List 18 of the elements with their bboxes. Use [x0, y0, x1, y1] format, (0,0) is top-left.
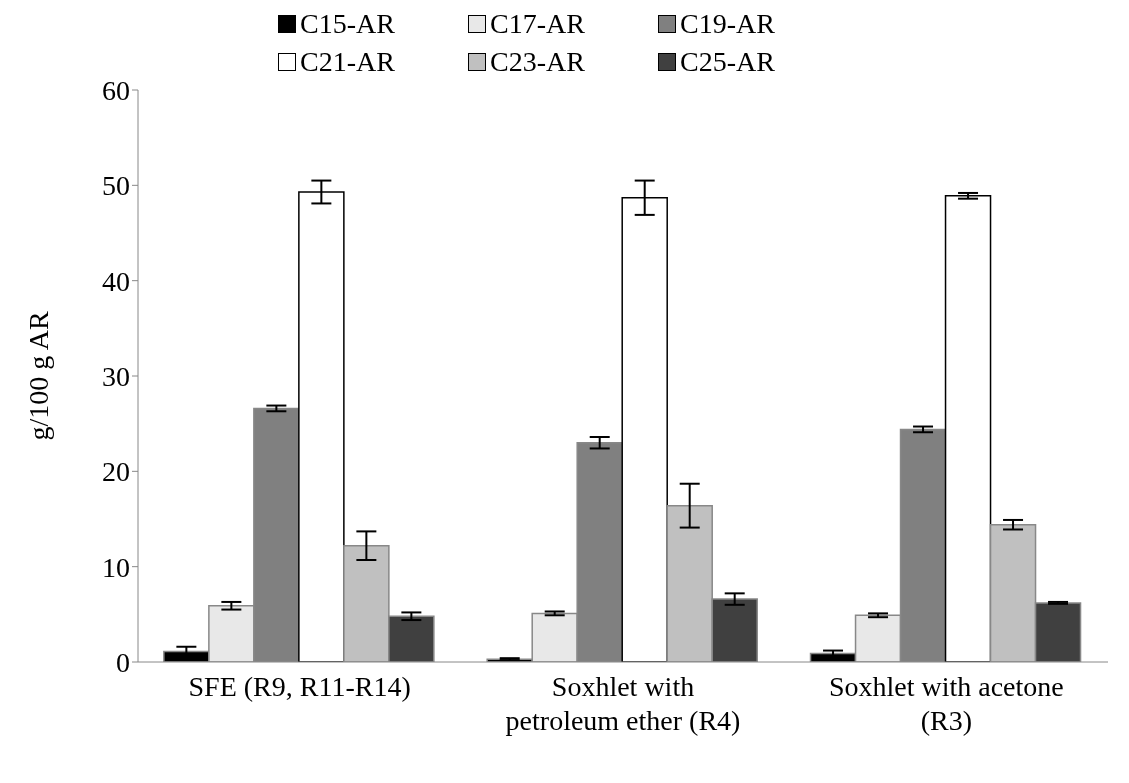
legend-label: C17-AR: [490, 8, 585, 40]
y-axis-title: g/100 g AR: [22, 311, 54, 441]
legend-label: C23-AR: [490, 46, 585, 78]
legend-label: C21-AR: [300, 46, 395, 78]
legend-label: C25-AR: [680, 46, 775, 78]
y-tick-label: 40: [102, 265, 130, 297]
y-tick-label: 60: [102, 74, 130, 106]
legend-label: C15-AR: [300, 8, 395, 40]
y-tick-label: 50: [102, 170, 130, 202]
y-tick-label: 0: [116, 646, 130, 678]
x-tick-label: SFE (R9, R11-R14): [188, 671, 411, 702]
legend-label: C19-AR: [680, 8, 775, 40]
y-tick-label: 30: [102, 360, 130, 392]
bar: [944, 195, 992, 662]
y-tick-label: 10: [102, 551, 130, 583]
x-tick-label: Soxhlet with petroleum ether (R4): [505, 671, 741, 736]
x-tick-label: Soxhlet with acetone (R3): [828, 671, 1064, 736]
y-tick-label: 20: [102, 456, 130, 488]
